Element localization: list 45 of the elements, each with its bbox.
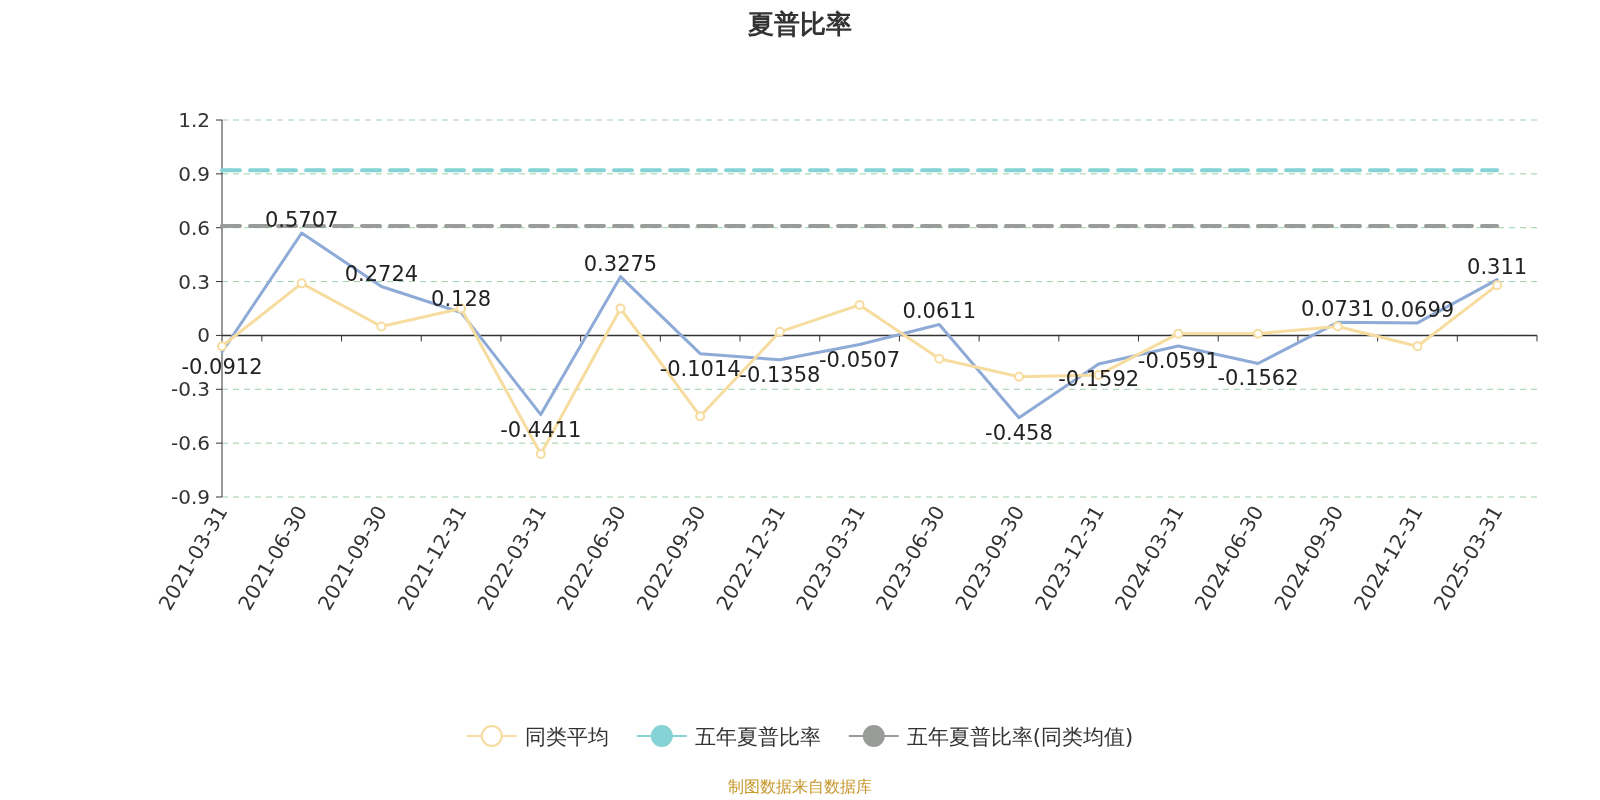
- point: [1173, 328, 1184, 339]
- data-label: -0.1358: [739, 362, 821, 387]
- legend-label: 五年夏普比率(同类均值): [906, 725, 1134, 749]
- data-label: 0.3275: [583, 251, 658, 276]
- data-label: -0.1592: [1058, 367, 1140, 392]
- point: [1332, 321, 1343, 332]
- point: [774, 326, 785, 337]
- point: [854, 299, 865, 310]
- y-tick-label: -0.3: [170, 377, 210, 402]
- point: [615, 303, 626, 314]
- y-tick-label: 1.2: [178, 108, 210, 132]
- point: [217, 341, 227, 352]
- data-label: -0.458: [985, 420, 1053, 445]
- data-label: -0.1562: [1217, 366, 1299, 391]
- y-tick-label: 0.9: [178, 161, 210, 186]
- data-label: -0.4411: [500, 417, 582, 442]
- data-label: 0.0699: [1380, 297, 1455, 322]
- point: [376, 321, 387, 332]
- point: [1013, 371, 1024, 382]
- point: [1492, 280, 1503, 291]
- text: 制图数据来自数据库: [728, 777, 872, 796]
- legend-label: 同类平均: [524, 725, 609, 749]
- y-tick-label: 0.6: [178, 215, 210, 240]
- data-label: 0.311: [1467, 254, 1528, 279]
- data-label: -0.0912: [181, 354, 263, 379]
- data-label: 0.2724: [344, 261, 419, 286]
- y-tick-label: 0: [197, 323, 210, 348]
- chart-title: 夏普比率: [747, 9, 852, 39]
- y-tick-label: -0.9: [170, 485, 210, 509]
- point: [695, 411, 706, 422]
- data-label: 0.0611: [902, 299, 977, 324]
- legend-label: 五年夏普比率: [694, 725, 821, 749]
- point: [296, 278, 307, 289]
- data-label: -0.1014: [659, 356, 741, 381]
- point: [1253, 328, 1264, 339]
- point: [535, 448, 546, 459]
- point: [934, 353, 945, 364]
- data-label: -0.0591: [1137, 349, 1219, 374]
- data-label: 0.5707: [264, 207, 339, 232]
- y-tick-label: 0.3: [178, 269, 210, 294]
- data-label: 0.128: [431, 287, 492, 312]
- data-label: -0.0507: [819, 347, 901, 372]
- point: [1412, 341, 1423, 352]
- data-label: 0.0731: [1301, 297, 1375, 322]
- y-tick-label: -0.6: [170, 431, 210, 456]
